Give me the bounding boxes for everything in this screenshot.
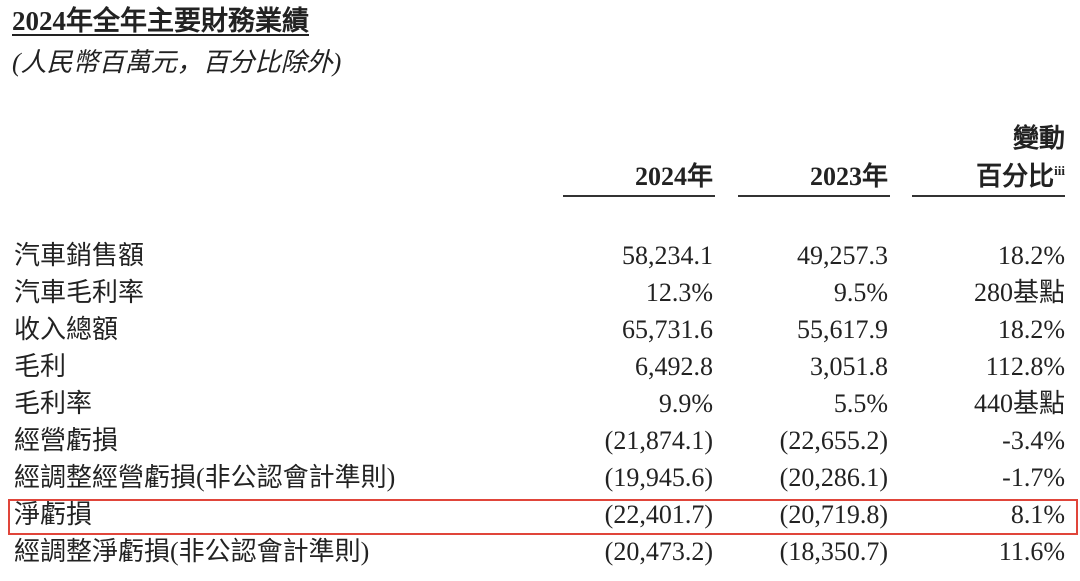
value-cell: 58,234.1 [622,241,713,270]
highlight-box [8,499,1078,535]
value-cell: (19,945.6) [604,463,713,492]
row-label: 汽車毛利率 [14,278,145,307]
value-cell: (22,655.2) [779,426,888,455]
header-rule [738,195,890,197]
row-label: 經營虧損 [14,426,119,455]
footnote-mark: iii [1054,163,1065,178]
row-label: 毛利 [14,352,67,381]
value-cell: (22,401.7) [604,500,713,529]
value-cell: 9.5% [833,278,888,307]
subtitle: (人民幣百萬元，百分比除外) [12,48,342,77]
row-label: 汽車銷售額 [14,241,145,270]
value-cell: 49,257.3 [797,241,888,270]
value-cell: 440基點 [973,389,1065,418]
value-cell: 5.5% [833,389,888,418]
row-label: 毛利率 [14,389,93,418]
value-cell: 3,051.8 [810,352,888,381]
value-cell: 65,731.6 [622,315,713,344]
value-cell: 6,492.8 [635,352,713,381]
change-header-text: 百分比 [976,162,1055,191]
value-cell: 11.6% [998,537,1065,566]
value-cell: 8.1% [1010,500,1065,529]
value-cell: -1.7% [1002,463,1065,492]
change-header: 百分比iii [976,164,1065,190]
row-label: 淨虧損 [14,500,93,529]
header-rule [912,195,1065,197]
value-cell: (20,286.1) [779,463,888,492]
value-cell: 18.2% [997,241,1065,270]
title: 2024年全年主要財務業績 [12,6,309,36]
row-label: 經調整經營虧損(非公認會計準則) [14,463,396,492]
value-cell: 55,617.9 [797,315,888,344]
row-label: 收入總額 [14,315,119,344]
column-header: 2024年 [634,162,713,191]
value-cell: 9.9% [658,389,713,418]
row-label: 經調整淨虧損(非公認會計準則) [14,537,370,566]
value-cell: (18,350.7) [779,537,888,566]
change-header: 變動 [1012,124,1065,153]
value-cell: (20,719.8) [779,500,888,529]
value-cell: 12.3% [645,278,713,307]
value-cell: (21,874.1) [604,426,713,455]
value-cell: 18.2% [997,315,1065,344]
value-cell: 112.8% [985,352,1065,381]
value-cell: (20,473.2) [604,537,713,566]
header-rule [563,195,715,197]
column-header: 2023年 [809,162,888,191]
value-cell: -3.4% [1002,426,1065,455]
value-cell: 280基點 [973,278,1065,307]
